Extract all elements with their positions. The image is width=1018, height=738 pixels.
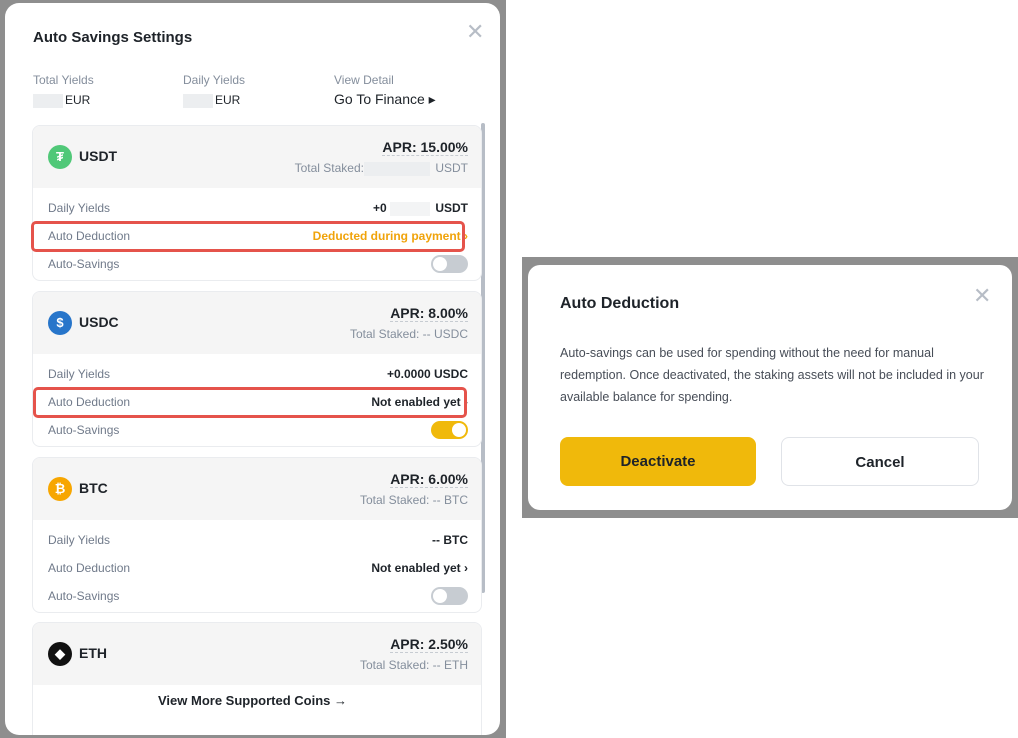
coin-name: ETH bbox=[79, 645, 107, 661]
usdc-coin-icon: $ bbox=[48, 311, 72, 335]
auto-deduction-link[interactable]: Not enabled yet › bbox=[371, 395, 468, 409]
daily-yields-row: Daily Yields +0 USDT bbox=[48, 201, 468, 216]
apr-value: APR: 2.50% bbox=[390, 636, 468, 653]
redacted-value bbox=[183, 93, 213, 108]
auto-deduction-dialog: Auto Deduction ✕ Auto-savings can be use… bbox=[528, 265, 1012, 510]
daily-yields-row: Daily Yields +0.0000 USDC bbox=[48, 367, 468, 381]
coin-header: ₮ USDT APR: 15.00% Total Staked: USDT bbox=[33, 126, 481, 188]
go-to-finance-link[interactable]: Go To Finance ▸ bbox=[334, 91, 436, 107]
usdt-coin-icon: ₮ bbox=[48, 145, 72, 169]
coin-header: ₿ BTC APR: 6.00% Total Staked: -- BTC bbox=[33, 458, 481, 520]
panel-title: Auto Savings Settings bbox=[33, 29, 193, 46]
auto-savings-toggle[interactable] bbox=[431, 587, 468, 605]
auto-deduction-row[interactable]: Auto Deduction Not enabled yet › bbox=[48, 395, 468, 409]
dialog-title: Auto Deduction bbox=[560, 295, 680, 312]
apr-value: APR: 6.00% bbox=[390, 471, 468, 488]
auto-savings-row: Auto-Savings bbox=[33, 416, 481, 444]
deactivate-button[interactable]: Deactivate bbox=[560, 437, 756, 486]
cancel-button[interactable]: Cancel bbox=[781, 437, 979, 486]
coin-name: BTC bbox=[79, 480, 108, 496]
scrollbar[interactable] bbox=[481, 123, 485, 593]
auto-savings-row: Auto-Savings bbox=[33, 250, 481, 278]
close-icon[interactable]: ✕ bbox=[466, 19, 485, 44]
coin-header: ◆ ETH APR: 2.50% Total Staked: -- ETH bbox=[33, 623, 481, 685]
coin-name: USDC bbox=[79, 314, 119, 330]
coin-card-usdc: $ USDC APR: 8.00% Total Staked: -- USDC … bbox=[32, 291, 482, 447]
redacted-value bbox=[33, 93, 63, 108]
apr-value: APR: 8.00% bbox=[390, 305, 468, 322]
total-yields: Total Yields EUR bbox=[33, 73, 94, 108]
total-staked: Total Staked: -- USDC bbox=[349, 327, 468, 341]
auto-deduction-link[interactable]: Deducted during payment › bbox=[312, 229, 468, 243]
highlight-box bbox=[33, 387, 467, 418]
coin-card-usdt: ₮ USDT APR: 15.00% Total Staked: USDT Da… bbox=[32, 125, 482, 281]
view-more-coins-link[interactable]: View More Supported Coins → bbox=[157, 693, 347, 708]
highlight-box bbox=[31, 221, 465, 252]
auto-savings-toggle[interactable] bbox=[431, 255, 468, 273]
eth-coin-icon: ◆ bbox=[48, 642, 72, 666]
auto-deduction-row[interactable]: Auto Deduction Deducted during payment › bbox=[48, 229, 468, 243]
auto-deduction-row[interactable]: Auto Deduction Not enabled yet › bbox=[48, 561, 468, 575]
close-icon[interactable]: ✕ bbox=[973, 283, 992, 308]
daily-yields-row: Daily Yields -- BTC bbox=[48, 533, 468, 547]
coin-name: USDT bbox=[79, 148, 118, 164]
coin-header: $ USDC APR: 8.00% Total Staked: -- USDC bbox=[33, 292, 481, 354]
apr-value: APR: 15.00% bbox=[382, 139, 468, 156]
auto-savings-settings-panel: Auto Savings Settings ✕ Total Yields EUR… bbox=[5, 3, 500, 735]
coin-card-btc: ₿ BTC APR: 6.00% Total Staked: -- BTC Da… bbox=[32, 457, 482, 613]
auto-deduction-link[interactable]: Not enabled yet › bbox=[371, 561, 468, 575]
total-staked: Total Staked: USDT bbox=[294, 161, 468, 176]
redacted-value bbox=[363, 161, 430, 176]
total-staked: Total Staked: -- ETH bbox=[359, 658, 468, 672]
daily-yields: Daily Yields EUR bbox=[183, 73, 246, 108]
btc-coin-icon: ₿ bbox=[48, 477, 72, 501]
view-detail: View Detail Go To Finance ▸ bbox=[334, 73, 436, 107]
auto-savings-toggle[interactable] bbox=[431, 421, 468, 439]
redacted-value bbox=[389, 201, 430, 216]
total-staked: Total Staked: -- BTC bbox=[359, 493, 468, 507]
dialog-text: Auto-savings can be used for spending wi… bbox=[560, 346, 984, 404]
auto-savings-row: Auto-Savings bbox=[33, 582, 481, 610]
coin-card-eth: ◆ ETH APR: 2.50% Total Staked: -- ETH bbox=[32, 622, 482, 735]
